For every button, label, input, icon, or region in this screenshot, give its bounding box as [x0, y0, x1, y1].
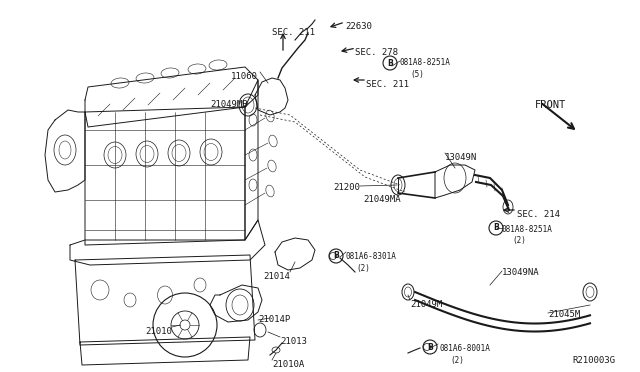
Text: 21045M: 21045M — [548, 310, 580, 319]
Text: FRONT: FRONT — [535, 100, 566, 110]
Text: 081A8-8251A: 081A8-8251A — [400, 58, 451, 67]
Text: 21010: 21010 — [145, 327, 172, 336]
Text: 21013: 21013 — [280, 337, 307, 346]
Text: 081A6-8001A: 081A6-8001A — [440, 344, 491, 353]
Text: B: B — [333, 251, 339, 260]
Text: 21049M: 21049M — [410, 300, 442, 309]
Text: 21014P: 21014P — [258, 315, 291, 324]
Text: (2): (2) — [512, 236, 526, 245]
Text: (5): (5) — [410, 70, 424, 79]
Text: R210003G: R210003G — [572, 356, 615, 365]
Text: 21049MA: 21049MA — [363, 195, 401, 204]
Text: B: B — [387, 58, 393, 67]
Text: 21010A: 21010A — [272, 360, 304, 369]
Text: SEC. 211: SEC. 211 — [366, 80, 409, 89]
Text: 13049N: 13049N — [445, 153, 477, 162]
Text: 13049NA: 13049NA — [502, 268, 540, 277]
Text: (2): (2) — [450, 356, 464, 365]
Text: 21200: 21200 — [333, 183, 360, 192]
Text: B: B — [493, 224, 499, 232]
Text: SEC. 211: SEC. 211 — [272, 28, 315, 37]
Text: SEC. 214: SEC. 214 — [517, 210, 560, 219]
Text: B: B — [427, 343, 433, 352]
Text: 21014: 21014 — [263, 272, 290, 281]
Text: 081A8-8251A: 081A8-8251A — [502, 225, 553, 234]
Text: 21049MB: 21049MB — [211, 100, 248, 109]
Text: (2): (2) — [356, 264, 370, 273]
Text: SEC. 278: SEC. 278 — [355, 48, 398, 57]
Text: 081A6-8301A: 081A6-8301A — [346, 252, 397, 261]
Text: 22630: 22630 — [345, 22, 372, 31]
Text: 11060: 11060 — [231, 72, 258, 81]
